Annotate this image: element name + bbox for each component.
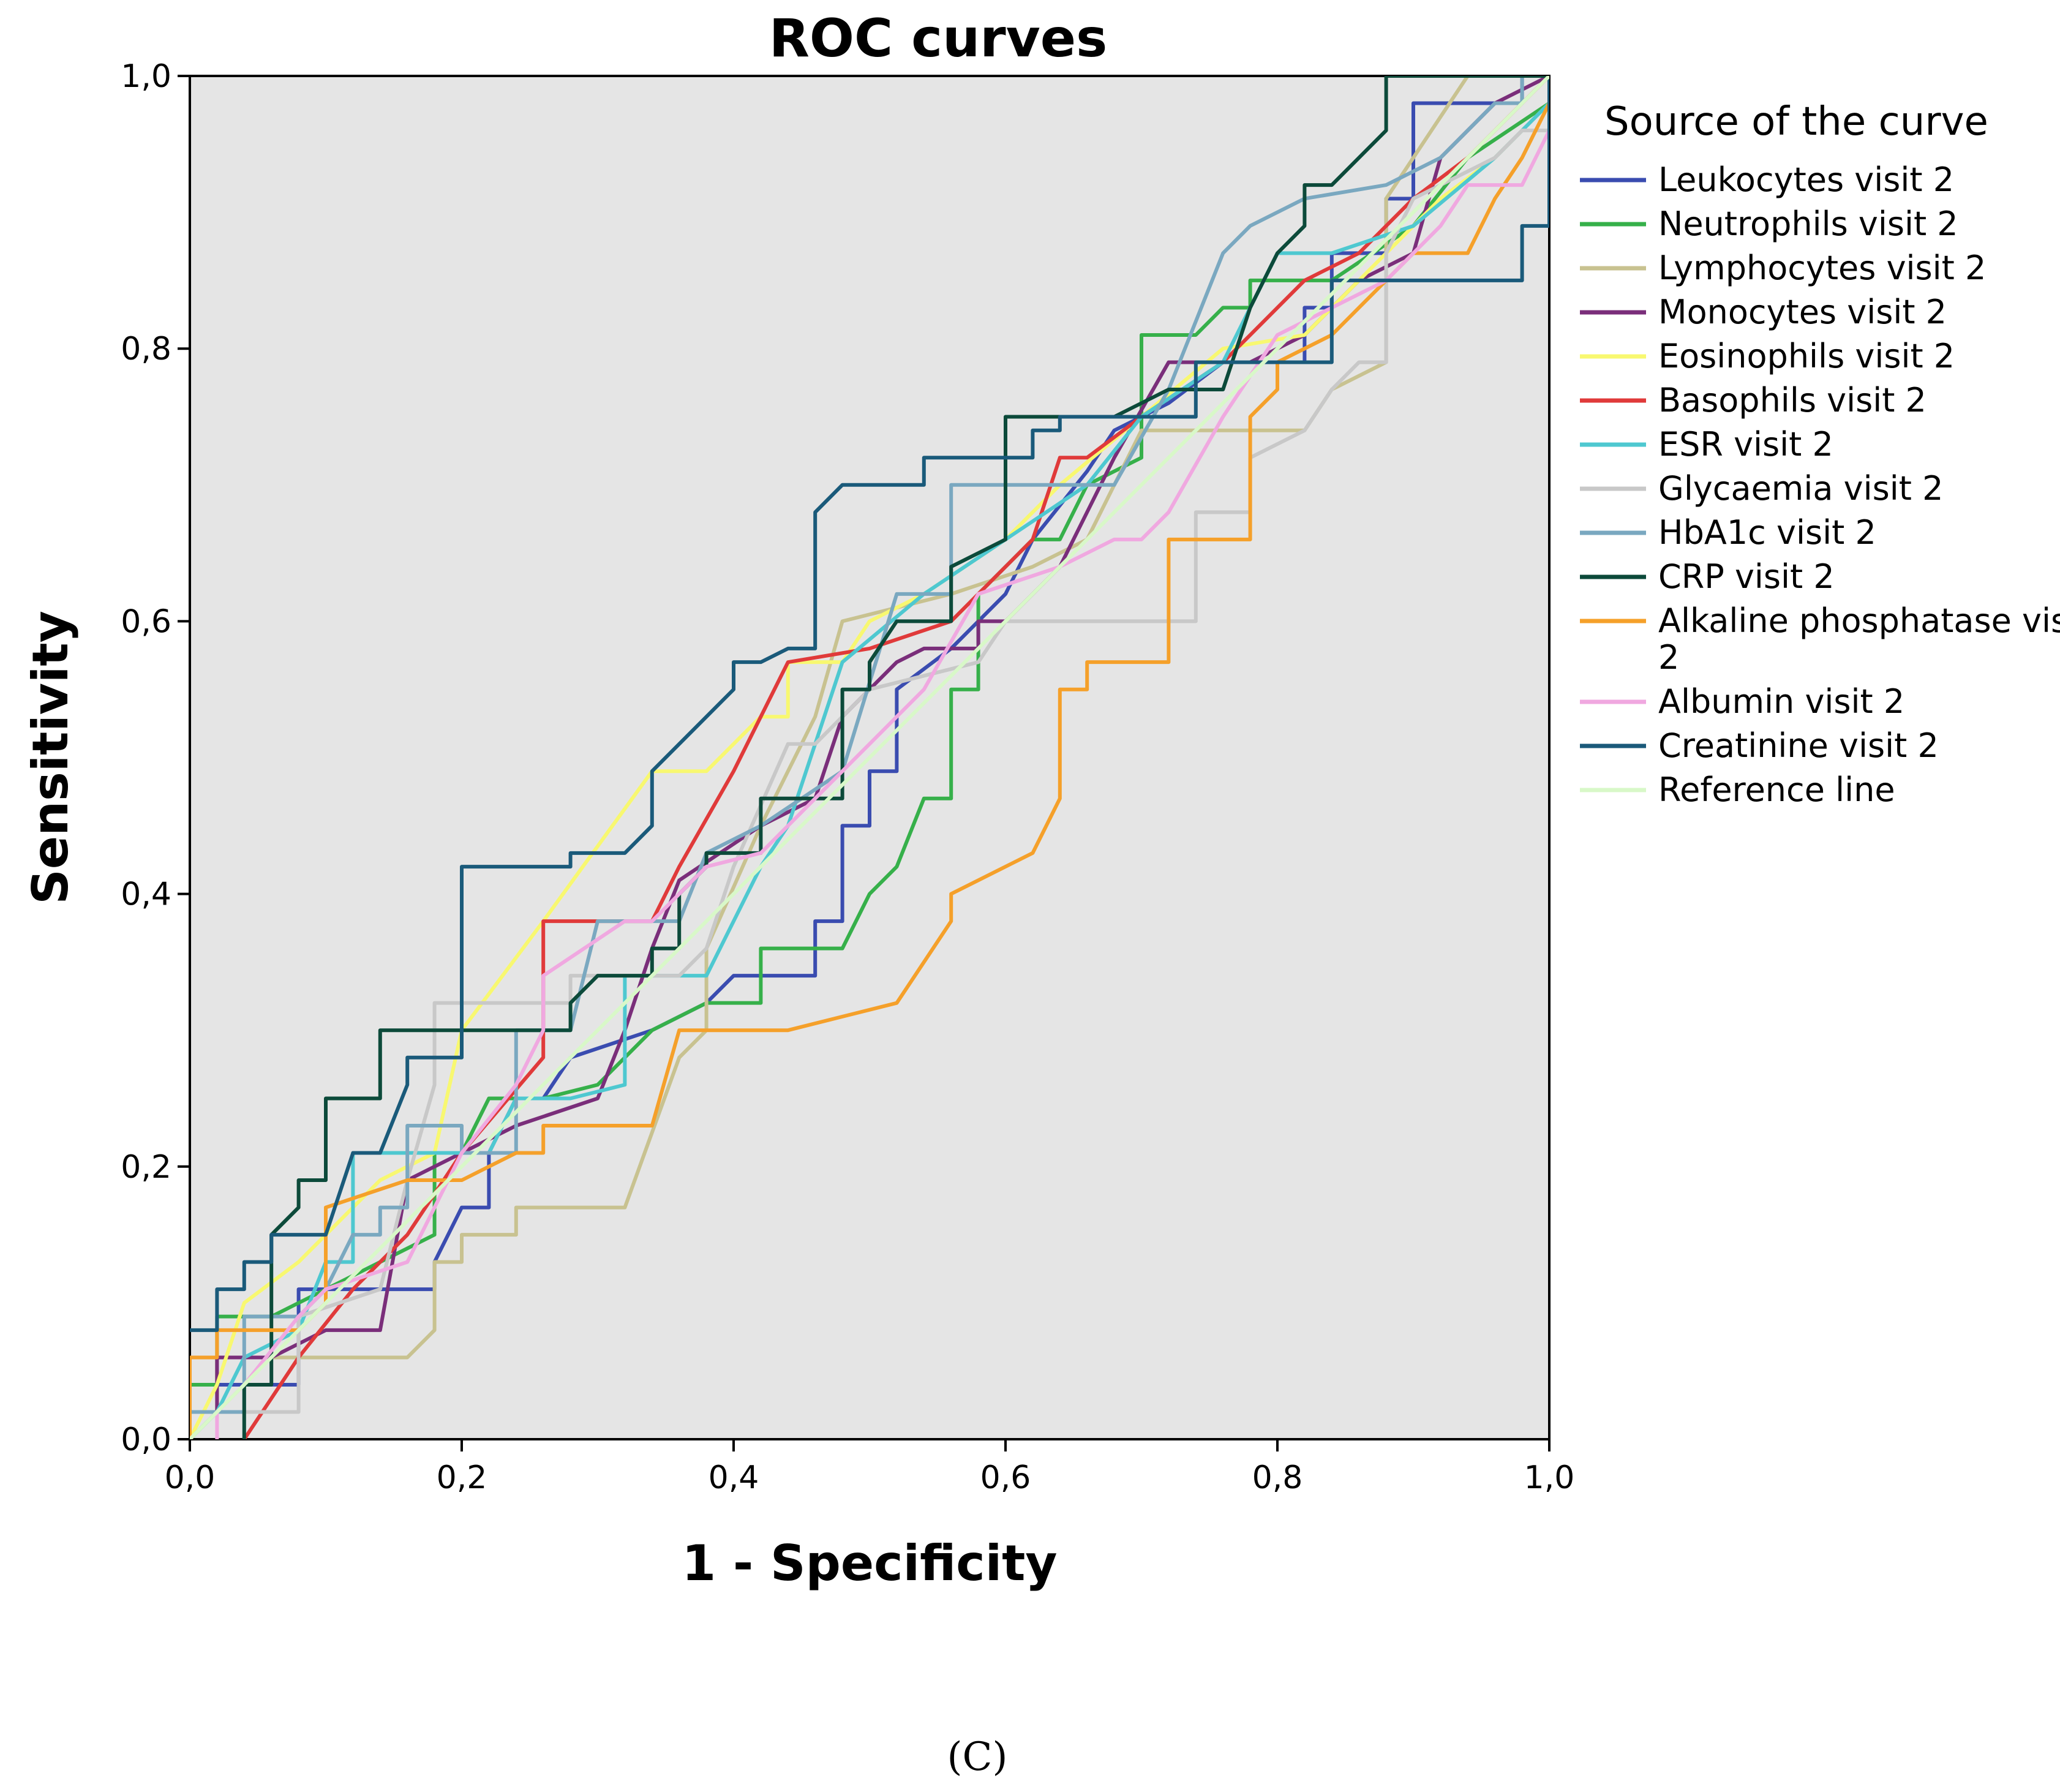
series-line-creatinine-visit-2 (190, 76, 1549, 1332)
legend-item-hba1c-visit-2: HbA1c visit 2 (1580, 513, 1876, 552)
legend-item-esr-visit-2: ESR visit 2 (1580, 425, 1833, 464)
y-tick-label: 1,0 (121, 58, 171, 95)
legend-item-reference-line: Reference line (1580, 770, 1895, 809)
legend-item-monocytes-visit-2: Monocytes visit 2 (1580, 293, 1947, 331)
legend: Source of the curve Leukocytes visit 2 Ne… (1580, 99, 2060, 809)
x-axis-label: 1 - Specificity (682, 1535, 1057, 1592)
y-tick-label: 0,0 (121, 1421, 171, 1458)
y-tick-label: 0,4 (121, 876, 171, 913)
series-line-alkaline-phosphatase-visit-2 (190, 76, 1549, 1439)
legend-item-basophils-visit-2: Basophils visit 2 (1580, 381, 1927, 420)
legend-label: HbA1c visit 2 (1658, 513, 1876, 552)
legend-item-alkaline-phosphatase-visit-2: Alkaline phosphatase visit 2 (1580, 601, 2060, 677)
series-line-albumin-visit-2 (215, 76, 1549, 1439)
y-axis-label: Sensitivity (22, 611, 79, 905)
series-line-neutrophils-visit-2 (190, 76, 1549, 1439)
series-line-glycaemia-visit-2 (190, 76, 1549, 1439)
legend-item-glycaemia-visit-2: Glycaemia visit 2 (1580, 469, 1943, 508)
legend-title: Source of the curve (1604, 99, 1988, 145)
legend-item-albumin-visit-2: Albumin visit 2 (1580, 682, 1904, 721)
legend-label: Neutrophils visit 2 (1658, 205, 1958, 243)
legend-label: Monocytes visit 2 (1658, 293, 1947, 331)
legend-item-lymphocytes-visit-2: Lymphocytes visit 2 (1580, 249, 1986, 287)
x-tick-label: 1,0 (1524, 1459, 1575, 1496)
legend-label: ESR visit 2 (1658, 425, 1833, 464)
legend-label: Reference line (1658, 770, 1895, 809)
series-line-monocytes-visit-2 (190, 76, 1549, 1439)
legend-label: Eosinophils visit 2 (1658, 337, 1955, 375)
figure-caption: (C) (947, 1734, 1008, 1780)
x-tick-label: 0,8 (1252, 1459, 1303, 1496)
legend-label: Alkaline phosphatase visit 2 (1658, 601, 2060, 677)
legend-label: Glycaemia visit 2 (1658, 469, 1943, 508)
series-line-reference-line (190, 76, 1549, 1439)
curves-layer (190, 76, 1549, 1439)
legend-label: CRP visit 2 (1658, 557, 1835, 596)
axes-layer: 0,0 0,2 0,4 0,6 0,8 1,0 0,0 0,2 0,4 0,6 0,8 1,0 (121, 58, 1574, 1496)
chart-title: ROC curves (769, 8, 1108, 69)
x-tick-label: 0,0 (165, 1459, 216, 1496)
x-tick-label: 0,4 (709, 1459, 759, 1496)
legend-label: Creatinine visit 2 (1658, 726, 1939, 765)
legend-item-leukocytes-visit-2: Leukocytes visit 2 (1580, 160, 1954, 199)
legend-label: Albumin visit 2 (1658, 682, 1904, 721)
y-tick-label: 0,2 (121, 1149, 171, 1186)
legend-item-neutrophils-visit-2: Neutrophils visit 2 (1580, 205, 1958, 243)
legend-item-creatinine-visit-2: Creatinine visit 2 (1580, 726, 1939, 765)
x-tick-label: 0,2 (437, 1459, 487, 1496)
y-tick-label: 0,8 (121, 331, 171, 367)
series-line-hba1c-visit-2 (190, 76, 1549, 1439)
legend-label: Basophils visit 2 (1658, 381, 1927, 420)
legend-item-eosinophils-visit-2: Eosinophils visit 2 (1580, 337, 1955, 375)
x-tick-label: 0,6 (980, 1459, 1031, 1496)
legend-label: Lymphocytes visit 2 (1658, 249, 1986, 287)
series-line-crp-visit-2 (242, 76, 1549, 1439)
y-tick-label: 0,6 (121, 603, 171, 640)
legend-item-crp-visit-2: CRP visit 2 (1580, 557, 1835, 596)
legend-label: Leukocytes visit 2 (1658, 160, 1954, 199)
